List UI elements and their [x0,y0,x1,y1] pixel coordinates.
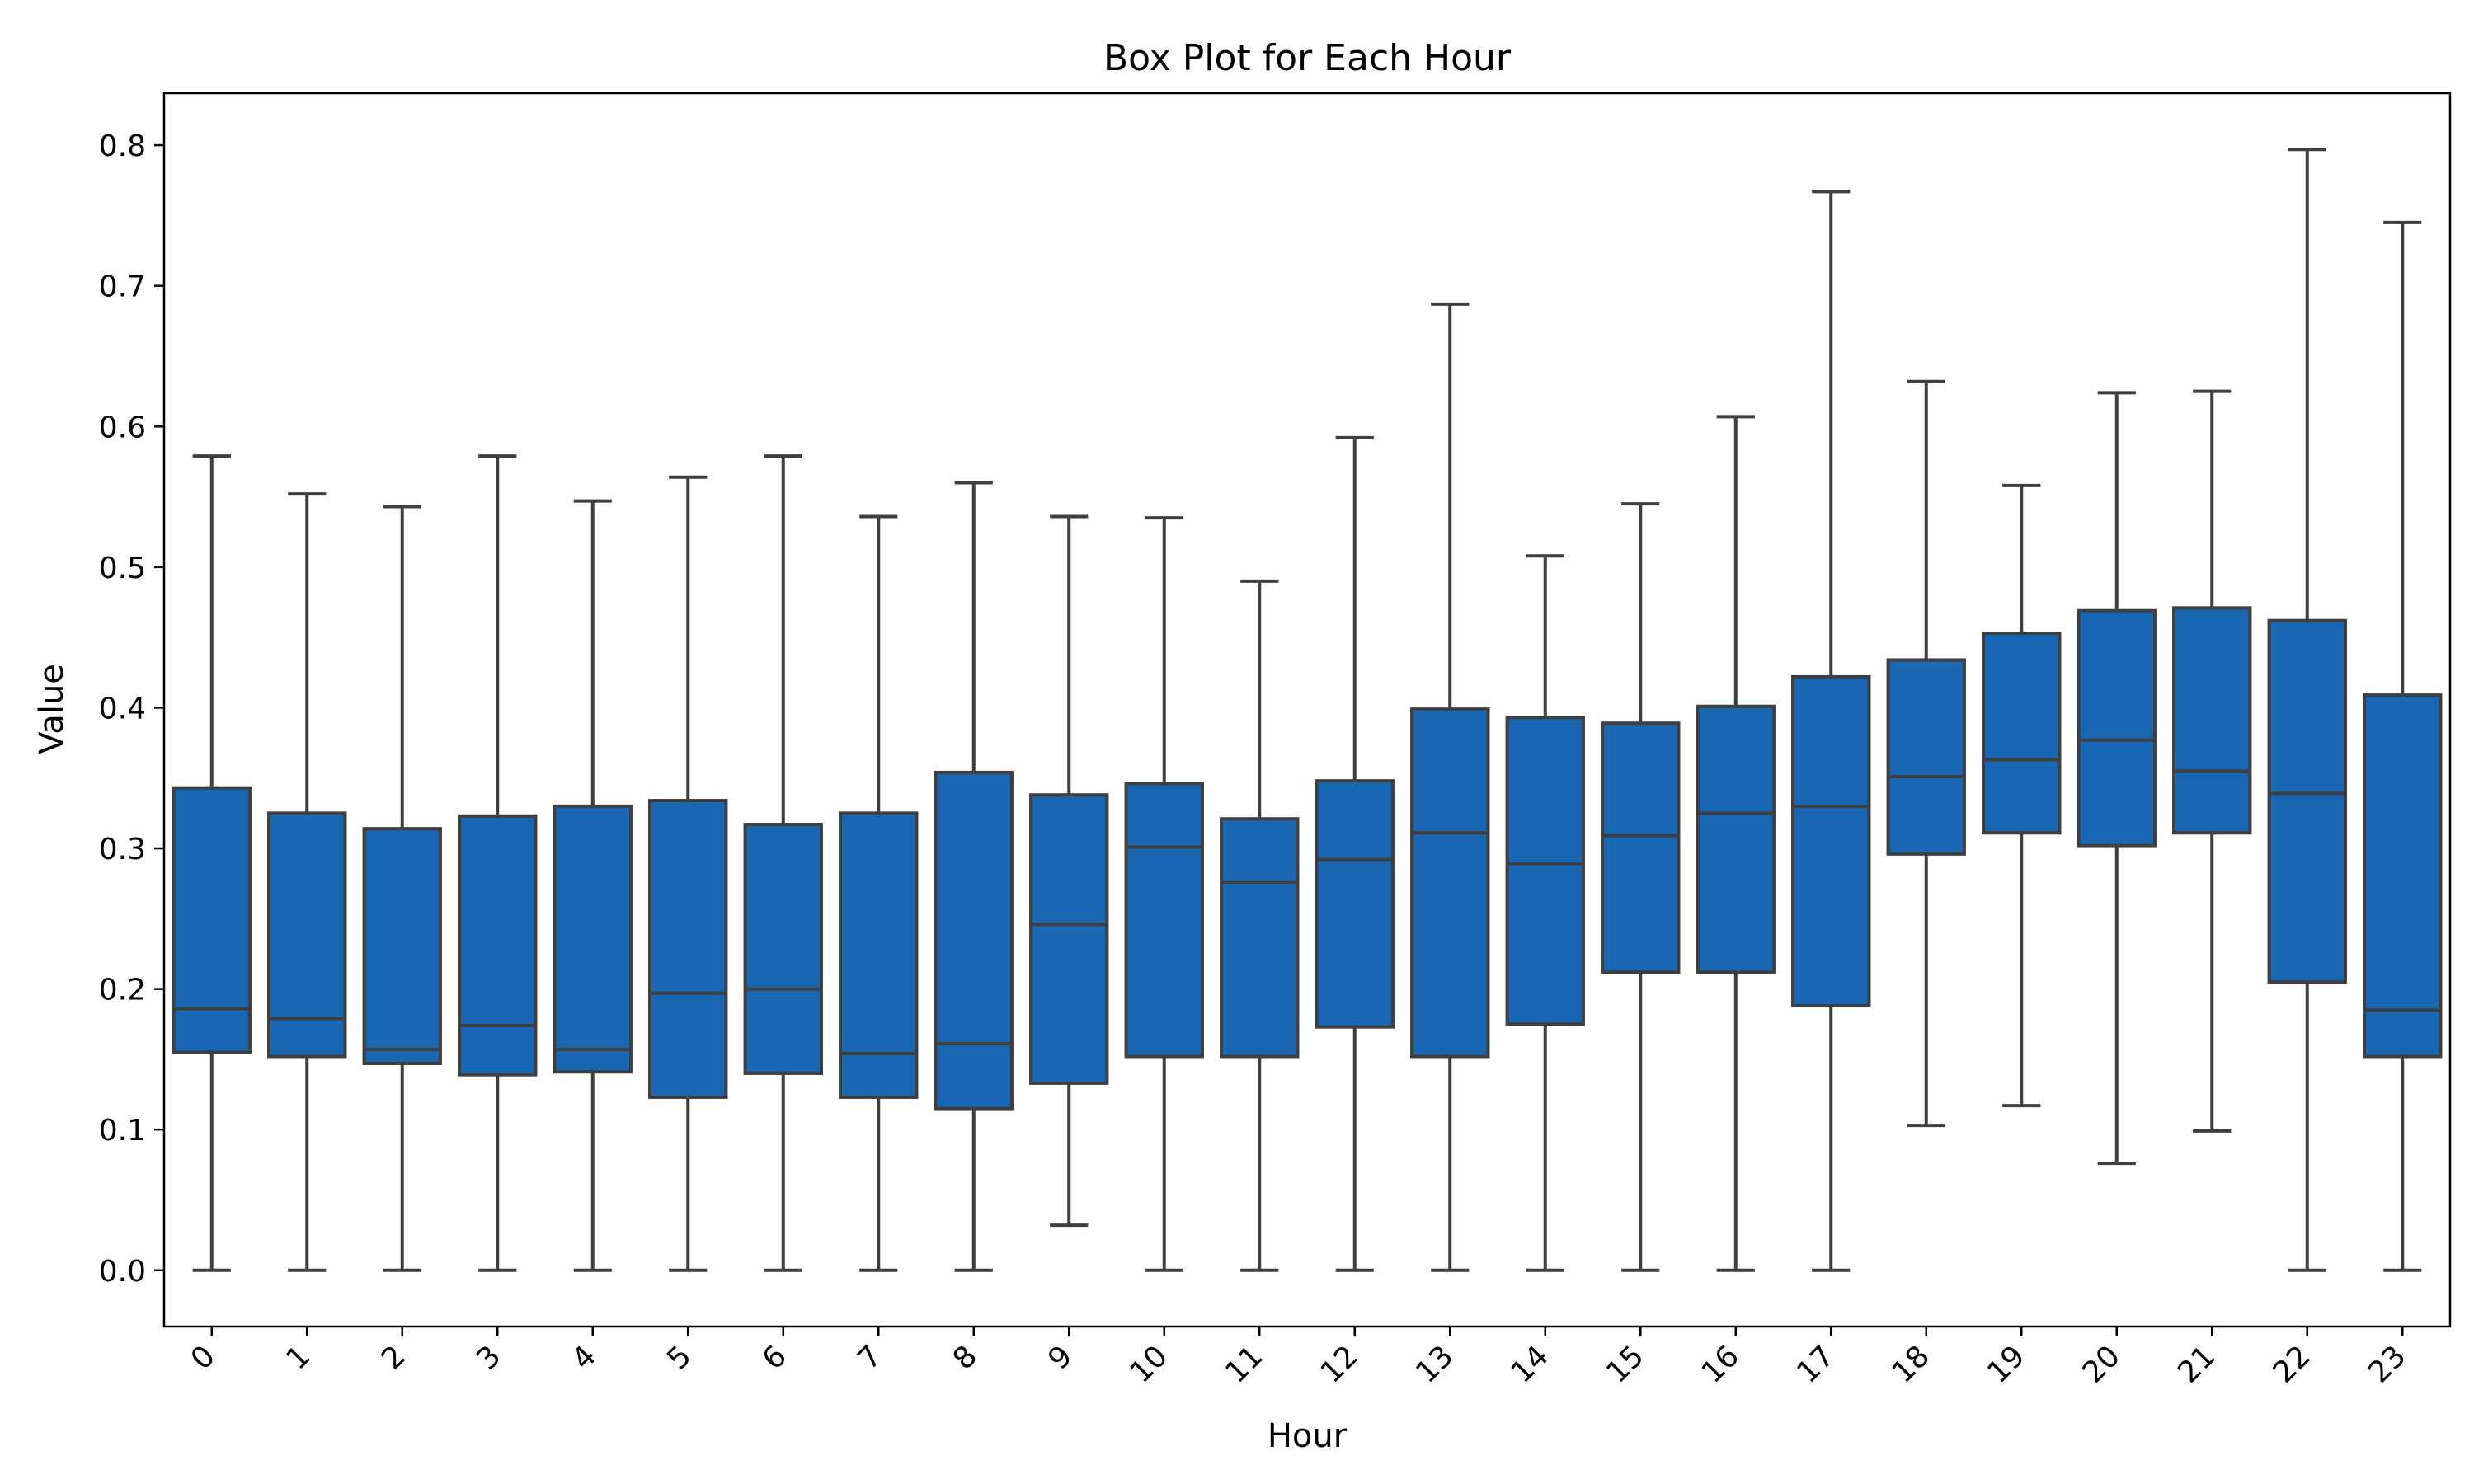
box-iqr [1601,721,1681,974]
box-iqr [2363,693,2443,1059]
box-hour-14 [1505,554,1585,1272]
box-iqr [458,814,538,1077]
x-tick-label: 13 [1409,1339,1460,1389]
y-tick-label: 0.0 [99,1255,146,1289]
x-tick-label: 23 [2362,1339,2412,1389]
box-iqr [1315,779,1395,1029]
box-hour-1 [267,492,347,1272]
x-axis-label: Hour [1268,1417,1348,1455]
x-tick-label: 9 [1042,1339,1079,1376]
box-hour-2 [362,505,442,1272]
box-hour-9 [1029,514,1109,1228]
box-hour-6 [743,454,823,1272]
y-tick-label: 0.2 [99,974,146,1007]
box-hour-18 [1886,379,1966,1128]
box-iqr [1791,674,1871,1008]
box-iqr [1029,793,1109,1085]
x-tick-label: 20 [2077,1339,2127,1389]
x-tick-label: 15 [1600,1339,1650,1389]
box-hour-12 [1315,435,1395,1272]
box-iqr [1505,716,1585,1026]
box-hour-15 [1601,502,1681,1272]
x-tick-label: 5 [661,1339,698,1376]
x-tick-label: 14 [1505,1339,1555,1389]
box-iqr [1220,817,1300,1059]
box-iqr [362,827,442,1066]
x-tick-label: 0 [185,1339,222,1376]
box-iqr [2172,606,2252,835]
box-hour-23 [2363,220,2443,1272]
y-axis: 0.0 0.1 0.2 0.3 0.4 0.5 0.6 0.7 0.8 [99,129,164,1289]
y-tick-label: 0.1 [99,1114,146,1148]
box-iqr [1124,782,1204,1059]
x-tick-label: 8 [947,1339,984,1376]
x-tick-label: 10 [1124,1339,1174,1389]
box-iqr [1886,658,1966,856]
box-hour-5 [648,475,728,1272]
box-iqr [1410,707,1490,1059]
box-iqr [2077,608,2157,848]
x-tick-label: 6 [756,1339,793,1376]
box-hour-19 [1982,483,2062,1108]
x-tick-label: 1 [280,1339,317,1376]
box-iqr [172,786,252,1054]
x-tick-label: 17 [1790,1339,1841,1389]
plot-frame [162,92,2452,1328]
box-iqr [839,811,919,1099]
x-tick-label: 12 [1315,1339,1365,1389]
box-hour-16 [1696,415,1776,1272]
x-tick-label: 3 [470,1339,507,1376]
box-iqr [1696,704,1776,974]
x-tick-label: 18 [1886,1339,1936,1389]
y-tick-label: 0.7 [99,270,146,304]
box-iqr [267,811,347,1059]
y-axis-label: Value [33,664,71,754]
x-tick-label: 4 [566,1339,603,1376]
box-hour-7 [839,514,919,1272]
x-tick-label: 7 [851,1339,888,1376]
plot-area [172,148,2443,1272]
box-hour-17 [1791,190,1871,1272]
box-hour-11 [1220,579,1300,1272]
box-iqr [553,804,633,1074]
box-hour-3 [458,454,538,1272]
box-hour-13 [1410,302,1490,1272]
box-hour-20 [2077,391,2157,1166]
box-hour-8 [934,481,1014,1272]
y-tick-label: 0.8 [99,129,146,163]
box-hour-4 [553,499,633,1272]
box-hour-0 [172,454,252,1272]
box-iqr [2267,618,2347,984]
x-axis: 0 1 2 3 4 5 6 7 8 9 10 11 12 13 14 15 16 17 18 19 20 21 22 23 [185,1327,2413,1390]
x-tick-label: 11 [1219,1339,1269,1389]
box-iqr [934,770,1014,1111]
x-tick-label: 22 [2267,1339,2317,1389]
box-hour-21 [2172,389,2252,1133]
x-tick-label: 21 [2171,1339,2222,1389]
y-tick-label: 0.6 [99,411,146,444]
box-iqr [648,799,728,1099]
y-tick-label: 0.4 [99,692,146,726]
x-tick-label: 16 [1696,1339,1746,1389]
y-tick-label: 0.3 [99,833,146,866]
chart-title: Box Plot for Each Hour [1103,37,1512,79]
x-tick-label: 19 [1981,1339,2031,1389]
box-iqr [743,823,823,1075]
box-iqr [1982,632,2062,835]
box-hour-10 [1124,516,1204,1272]
y-tick-label: 0.5 [99,552,146,585]
box-hour-22 [2267,148,2347,1272]
x-tick-label: 2 [375,1339,412,1376]
